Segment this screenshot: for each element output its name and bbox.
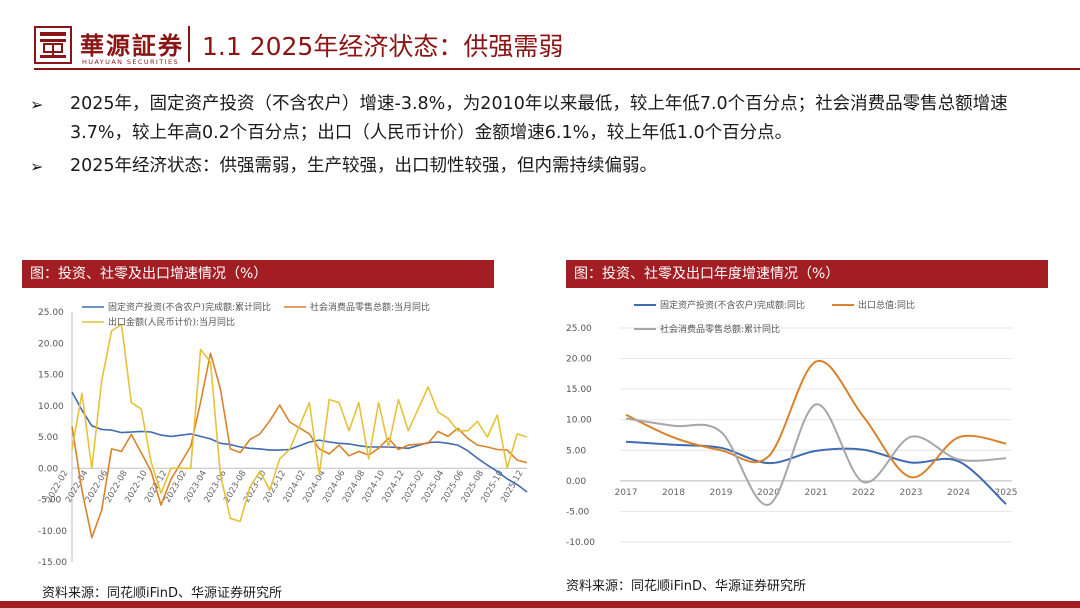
slide-header: 華源証券 HUAYUAN SECURITIES 1.1 2025年经济状态：供强… bbox=[0, 0, 1080, 72]
y-tick-label: -5.00 bbox=[38, 496, 62, 506]
x-tick-label: 2017 bbox=[615, 488, 638, 498]
monthly-growth-chart: 25.00 20.00 15.00 10.00 5.00 0.00 -5.00 -10.00 -… bbox=[38, 301, 528, 568]
y-tick-label: 25.00 bbox=[38, 308, 64, 318]
y-tick-label: 0.00 bbox=[566, 477, 586, 487]
series-line bbox=[625, 403, 1007, 506]
left-chart-source: 资料来源：同花顺iFinD、华源证券研究所 bbox=[42, 586, 283, 601]
series-line bbox=[71, 391, 528, 493]
x-tick-label: 2019 bbox=[710, 488, 733, 498]
x-tick-label: 2018 bbox=[662, 488, 685, 498]
logo-chinese-name: 華源証券 bbox=[80, 31, 184, 60]
y-tick-label: -15.00 bbox=[38, 558, 67, 568]
left-chart-title: 图：投资、社零及出口增速情况（%） bbox=[22, 260, 494, 288]
y-tick-label: -10.00 bbox=[566, 538, 595, 548]
x-tick-label: 2024 bbox=[947, 488, 970, 498]
y-tick-label: 15.00 bbox=[566, 385, 592, 395]
legend-label: 固定资产投资(不含农户)完成额:同比 bbox=[660, 299, 805, 311]
y-tick-label: -10.00 bbox=[38, 527, 67, 537]
y-tick-label: 5.00 bbox=[38, 433, 58, 443]
y-tick-label: -5.00 bbox=[566, 507, 590, 517]
y-tick-label: 20.00 bbox=[566, 355, 592, 365]
legend-label: 出口总值:同比 bbox=[858, 299, 915, 311]
x-tick-label: 2021 bbox=[805, 488, 828, 498]
series-line bbox=[625, 360, 1007, 479]
legend-label: 固定资产投资(不含农户)完成额:累计同比 bbox=[108, 301, 271, 313]
x-tick-label: 2023 bbox=[900, 488, 923, 498]
bullet-text: 2025年，固定资产投资（不含农户）增速-3.8%，为2010年以来最低，较上年… bbox=[70, 94, 1008, 143]
logo-english-name: HUAYUAN SECURITIES bbox=[82, 58, 179, 66]
bullet-arrow-icon: ➢ bbox=[30, 157, 44, 176]
y-tick-label: 15.00 bbox=[38, 371, 64, 381]
right-chart-title: 图：投资、社零及出口年度增速情况（%） bbox=[566, 260, 1048, 288]
y-tick-label: 5.00 bbox=[566, 446, 586, 456]
annual-growth-chart: 25.00 20.00 15.00 10.00 5.00 0.00 -5.00 -10.00 2… bbox=[566, 299, 1018, 548]
page-title: 1.1 2025年经济状态：供强需弱 bbox=[202, 32, 564, 61]
huayuan-logo-icon bbox=[34, 26, 72, 64]
series-line bbox=[625, 440, 1007, 505]
bullet-arrow-icon: ➢ bbox=[30, 95, 44, 114]
bullet-item: ➢ 2025年经济状态：供强需弱，生产较强，出口韧性较强，但内需持续偏弱。 bbox=[30, 152, 1050, 181]
y-tick-label: 20.00 bbox=[38, 339, 64, 349]
header-divider bbox=[34, 68, 1080, 70]
x-tick-label: 2022 bbox=[852, 488, 875, 498]
x-tick-label: 2025 bbox=[995, 488, 1018, 498]
right-chart-source: 资料来源：同花顺iFinD、华源证券研究所 bbox=[566, 579, 807, 594]
x-tick-label: 2020 bbox=[757, 488, 780, 498]
y-tick-label: 10.00 bbox=[38, 402, 64, 412]
legend-label: 社会消费品零售总额:累计同比 bbox=[660, 323, 780, 335]
bullet-item: ➢ 2025年，固定资产投资（不含农户）增速-3.8%，为2010年以来最低，较… bbox=[30, 90, 1050, 148]
logo-separator bbox=[188, 26, 190, 62]
y-tick-label: 25.00 bbox=[566, 324, 592, 334]
legend-label: 社会消费品零售总额:当月同比 bbox=[310, 301, 430, 313]
y-tick-label: 10.00 bbox=[566, 416, 592, 426]
series-line bbox=[71, 323, 528, 523]
bottom-accent-bar bbox=[0, 601, 1080, 608]
legend-label: 出口金额(人民币计价):当月同比 bbox=[108, 316, 235, 328]
bullet-text: 2025年经济状态：供强需弱，生产较强，出口韧性较强，但内需持续偏弱。 bbox=[70, 156, 658, 176]
y-tick-label: 0.00 bbox=[38, 464, 58, 474]
bullet-list: ➢ 2025年，固定资产投资（不含农户）增速-3.8%，为2010年以来最低，较… bbox=[30, 90, 1050, 185]
